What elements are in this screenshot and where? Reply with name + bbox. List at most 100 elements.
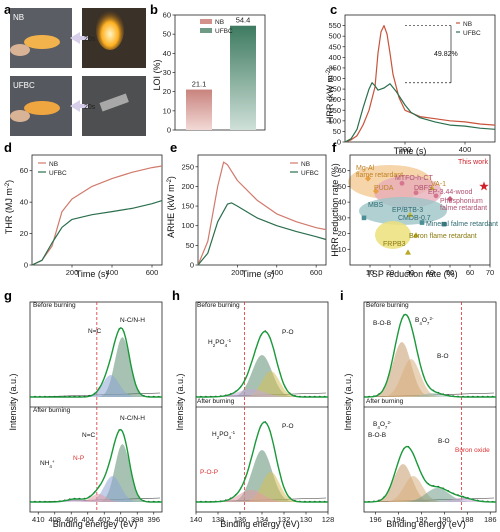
x-tick-label: 398 bbox=[131, 515, 144, 524]
flame-nb bbox=[96, 10, 124, 50]
svg-text:PUDA: PUDA bbox=[374, 185, 394, 192]
panel-a: a NB UFBC 20s 20s bbox=[4, 2, 146, 136]
x-tick-label: 140 bbox=[190, 515, 203, 524]
y-tick-label: 0 bbox=[24, 261, 28, 270]
x-tick-label: 400 bbox=[114, 515, 127, 524]
xlabel-d: Time (s) bbox=[76, 269, 109, 279]
ylabel-i: Intensity (a.u.) bbox=[343, 373, 353, 430]
x-tick-label: 128 bbox=[322, 515, 335, 524]
before-fit-envelope bbox=[196, 330, 328, 398]
point-this-work bbox=[479, 181, 489, 191]
svg-text:NB: NB bbox=[215, 19, 224, 26]
x-tick-label: 400 bbox=[106, 268, 119, 277]
y-tick-label: 60 bbox=[20, 166, 28, 175]
x-tick-label: 194 bbox=[392, 515, 405, 524]
series-line-ufbc bbox=[344, 82, 496, 143]
y-tick-label: 200 bbox=[181, 182, 194, 191]
x-tick-label: 40 bbox=[426, 268, 434, 277]
ylabel-d: THR (MJ m-2) bbox=[4, 180, 14, 234]
x-tick-label: 10 bbox=[366, 268, 374, 277]
x-tick-label: 190 bbox=[438, 515, 451, 524]
svg-text:N-P: N-P bbox=[73, 455, 84, 462]
y-tick-label: 0 bbox=[167, 126, 171, 135]
before-component-0 bbox=[196, 355, 328, 397]
xlabel-c: Time (s) bbox=[394, 146, 427, 156]
svg-text:MBS: MBS bbox=[368, 202, 384, 209]
photo-label-ufbc: UFBC bbox=[13, 81, 35, 90]
y-tick-label: 40 bbox=[338, 198, 346, 207]
svg-text:After burning: After burning bbox=[366, 398, 404, 405]
panel-f: f 10 20 30 40 50 60 10 20 30 40 50 60 70 HRR reducti… bbox=[330, 140, 498, 279]
y-tick-label: 500 bbox=[328, 32, 341, 41]
panel-label-g: g bbox=[4, 288, 12, 303]
arrow-icon bbox=[70, 100, 88, 112]
y-tick-label: 0 bbox=[190, 261, 194, 270]
bar-ufbc bbox=[230, 25, 256, 130]
y-tick-label: 100 bbox=[328, 116, 341, 125]
after-component-2 bbox=[364, 488, 496, 502]
y-tick-label: 250 bbox=[181, 162, 194, 171]
series-line-nb bbox=[197, 161, 327, 266]
panel-b: b 0 10 20 30 40 50 60 21.1 54.4 LOI (%) NB UFBC bbox=[150, 2, 266, 135]
x-tick-label: 20 bbox=[386, 268, 394, 277]
bar-nb bbox=[186, 89, 212, 130]
y-tick-label: 40 bbox=[163, 49, 171, 58]
svg-text:Before burning: Before burning bbox=[197, 302, 240, 309]
panel-label-d: d bbox=[4, 140, 12, 155]
x-tick-label: 136 bbox=[234, 515, 247, 524]
y-tick-label: 250 bbox=[328, 85, 341, 94]
y-tick-label: 50 bbox=[333, 127, 341, 136]
svg-text:Mg-Al: Mg-Al bbox=[356, 165, 375, 172]
y-tick-label: 50 bbox=[163, 30, 171, 39]
x-tick-label: 404 bbox=[81, 515, 94, 524]
svg-text:NB: NB bbox=[463, 21, 472, 28]
svg-text:H2PO4-1: H2PO4-1 bbox=[212, 430, 236, 440]
point-boron-flame-retardant bbox=[413, 232, 419, 238]
svg-text:Before burning: Before burning bbox=[33, 302, 76, 309]
sample-nb bbox=[24, 35, 60, 49]
bar-value-label: 54.4 bbox=[236, 16, 251, 25]
xlabel-e: Time (s) bbox=[242, 269, 275, 279]
svg-text:MTFO-h-CT: MTFO-h-CT bbox=[395, 175, 433, 182]
svg-text:Phosphonium: Phosphonium bbox=[440, 198, 483, 205]
y-tick-label: 20 bbox=[338, 229, 346, 238]
x-tick-label: 400 bbox=[459, 145, 472, 154]
region-mineral bbox=[359, 197, 447, 225]
before-fit-envelope bbox=[364, 313, 496, 398]
x-tick-label: 134 bbox=[256, 515, 269, 524]
ufbc-residue bbox=[99, 93, 129, 112]
x-tick-label: 186 bbox=[484, 515, 497, 524]
point-cmdb-0-7 bbox=[419, 220, 425, 225]
series-line-ufbc bbox=[31, 200, 163, 266]
svg-text:After burning: After burning bbox=[33, 407, 71, 414]
x-tick-label: 400 bbox=[271, 268, 284, 277]
point-va-1 bbox=[429, 185, 435, 191]
before-component-1 bbox=[196, 371, 328, 397]
photo-label-nb: NB bbox=[13, 13, 24, 22]
svg-text:EP-3.44-wood: EP-3.44-wood bbox=[428, 189, 472, 196]
svg-text:VA-1: VA-1 bbox=[431, 181, 446, 188]
reduction-annotation: 49.82% bbox=[434, 51, 458, 58]
ylabel-c: HRR (kW m-2) bbox=[325, 67, 335, 123]
y-tick-label: 100 bbox=[181, 221, 194, 230]
x-tick-label: 402 bbox=[98, 515, 111, 524]
before-component-0 bbox=[30, 337, 162, 397]
y-tick-label: 350 bbox=[328, 63, 341, 72]
x-tick-label: 410 bbox=[32, 515, 45, 524]
x-tick-label: 192 bbox=[415, 515, 428, 524]
panel-i: i 196 194 192 190 188 186 Intensity (a.u.) Bi… bbox=[340, 288, 497, 529]
svg-text:Before burning: Before burning bbox=[366, 302, 409, 309]
sample-ufbc bbox=[24, 101, 60, 115]
point-frpb3 bbox=[405, 249, 411, 255]
axes-b: 0 10 20 30 40 50 60 21.1 54.4 bbox=[163, 11, 266, 135]
x-tick-label: 70 bbox=[486, 268, 494, 277]
axes-f: 10 20 30 40 50 60 10 20 30 40 50 60 70 bbox=[338, 154, 494, 277]
x-tick-label: 60 bbox=[466, 268, 474, 277]
ylabel-b: LOI (%) bbox=[152, 59, 162, 90]
axes-g: 410 408 406 404 402 400 398 396 bbox=[29, 301, 163, 524]
series-line-nb bbox=[31, 165, 163, 266]
x-tick-label: 132 bbox=[278, 515, 291, 524]
svg-text:EP/BTB-3: EP/BTB-3 bbox=[392, 207, 423, 214]
svg-text:P-O: P-O bbox=[282, 423, 294, 430]
svg-text:FRPB3: FRPB3 bbox=[383, 241, 406, 248]
